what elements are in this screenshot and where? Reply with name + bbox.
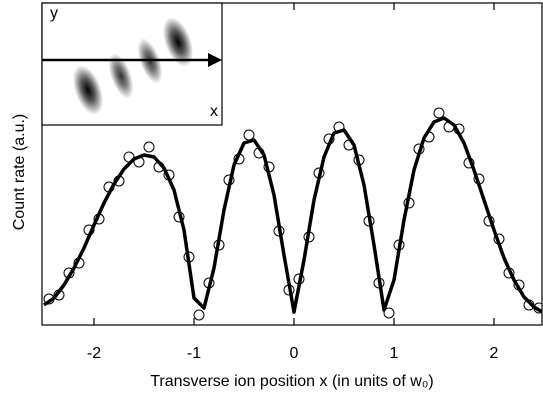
inset-frame [42,3,222,125]
x-tick-label: -1 [187,345,201,362]
data-point [194,310,204,320]
inset-y-label: y [50,5,58,22]
plot-area [44,108,543,320]
chart: Transverse ion position x (in units of w… [0,0,543,395]
x-tick-label: -2 [87,345,101,362]
data-point [244,130,254,140]
x-tick-label: 0 [290,345,299,362]
inset-x-label: x [210,103,218,120]
y-axis-label: Count rate (a.u.) [11,114,28,231]
fit-line [44,118,543,313]
x-tick-label: 2 [490,345,499,362]
x-axis-label: Transverse ion position x (in units of w… [150,373,434,390]
data-point [144,142,154,152]
data-point [434,108,444,118]
x-tick-label: 1 [390,345,399,362]
inset: y x [42,3,222,125]
